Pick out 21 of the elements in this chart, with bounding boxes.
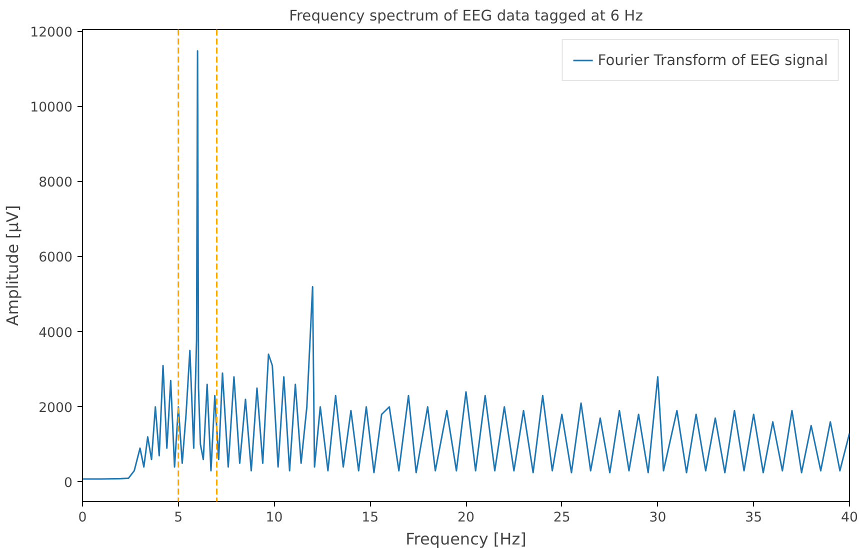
x-tick-label: 30 bbox=[649, 510, 666, 526]
y-tick-label: 8000 bbox=[38, 176, 73, 191]
x-tick-label: 0 bbox=[78, 510, 87, 526]
y-tick-label: 6000 bbox=[38, 250, 73, 266]
x-tick-label: 10 bbox=[266, 510, 283, 526]
y-tick-label: 10000 bbox=[30, 100, 73, 116]
legend-label: Fourier Transform of EEG signal bbox=[598, 52, 828, 68]
x-tick-label: 35 bbox=[745, 510, 762, 526]
y-tick-label: 0 bbox=[64, 476, 73, 491]
y-axis-title: Amplitude [µV] bbox=[3, 205, 22, 326]
x-tick-label: 5 bbox=[174, 510, 183, 526]
y-tick-label: 4000 bbox=[38, 326, 73, 341]
x-tick-label: 15 bbox=[362, 510, 379, 526]
chart-title: Frequency spectrum of EEG data tagged at 6 Hz bbox=[289, 8, 644, 24]
x-axis-title: Frequency [Hz] bbox=[406, 530, 526, 548]
x-tick-label: 40 bbox=[841, 510, 858, 526]
x-tick-label: 25 bbox=[553, 510, 570, 526]
x-tick-label: 20 bbox=[458, 510, 474, 526]
y-tick-label: 2000 bbox=[38, 400, 73, 416]
line-series bbox=[82, 50, 850, 480]
y-tick-label: 12000 bbox=[30, 25, 73, 40]
